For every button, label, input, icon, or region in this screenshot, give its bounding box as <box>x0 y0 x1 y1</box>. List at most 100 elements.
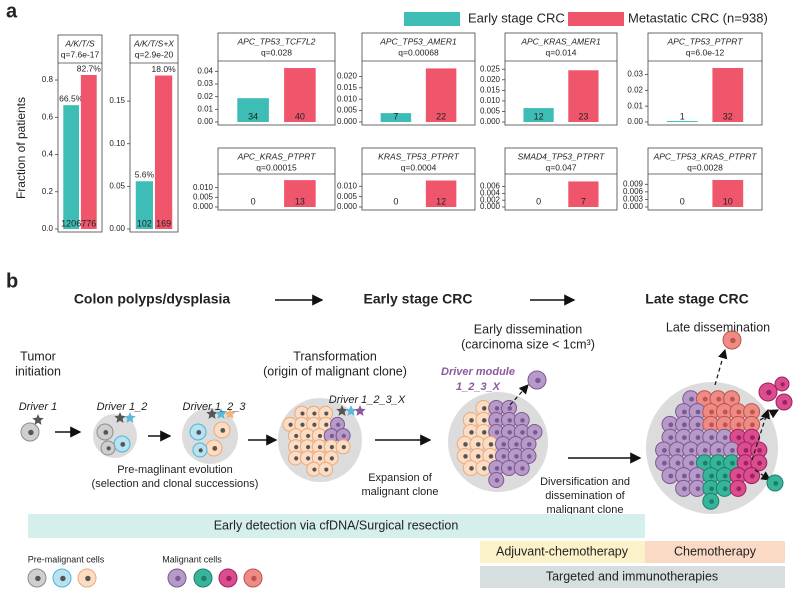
y-tick-label: 0.02 <box>197 92 213 101</box>
bar <box>568 181 599 207</box>
chart-subtitle: q=0.014 <box>546 47 577 57</box>
nucleus <box>85 575 91 582</box>
y-tick-label: 0.2 <box>42 187 54 196</box>
nucleus <box>682 473 687 479</box>
nucleus <box>294 456 299 461</box>
count-label: 0 <box>251 196 256 206</box>
driver-star <box>336 405 348 416</box>
nucleus <box>730 460 735 466</box>
chart-subtitle: q=0.028 <box>261 47 292 57</box>
stage-heading: Early stage CRC <box>364 291 473 307</box>
y-tick-label: 0.10 <box>109 139 125 148</box>
bar <box>712 180 744 207</box>
y-tick-label: 0.010 <box>193 183 214 192</box>
nucleus <box>317 445 323 450</box>
chart-title: SMAD4_TP53_PTPRT <box>518 151 606 161</box>
nucleus <box>306 433 311 439</box>
nucleus <box>668 473 674 479</box>
count-label: 776 <box>81 218 96 228</box>
arrow <box>714 348 728 386</box>
bar <box>284 180 316 207</box>
nucleus <box>494 466 500 471</box>
bar <box>80 75 97 229</box>
y-tick-label: 0.00 <box>627 117 643 126</box>
nucleus <box>736 473 742 479</box>
nucleus <box>300 411 305 416</box>
cell-legend-label: Pre-malignant cells <box>28 554 105 564</box>
nucleus <box>535 377 541 384</box>
driver-label: Driver 1_2_3_X <box>329 394 406 406</box>
driver-star <box>224 408 236 419</box>
nucleus <box>702 460 708 466</box>
nucleus <box>716 460 722 466</box>
y-tick-label: 0.009 <box>623 179 644 188</box>
nucleus <box>201 575 207 582</box>
nucleus <box>469 430 474 435</box>
y-tick-label: 0.015 <box>337 83 358 92</box>
nucleus <box>220 428 226 433</box>
nucleus <box>682 409 687 415</box>
nucleus <box>507 430 512 435</box>
nucleus <box>494 406 500 411</box>
label: Diversification and <box>540 476 630 488</box>
label: dissemination of <box>545 490 625 502</box>
y-tick-label: 0.010 <box>480 96 501 105</box>
nucleus <box>212 446 218 451</box>
label: Late dissemination <box>666 320 770 334</box>
y-tick-label: 0.000 <box>623 202 644 211</box>
nucleus <box>507 418 512 423</box>
nucleus <box>675 448 681 453</box>
y-tick-label: 0.000 <box>193 202 214 211</box>
nucleus <box>773 481 779 486</box>
label: initiation <box>15 364 61 378</box>
y-tick-label: 0.000 <box>337 117 358 126</box>
nucleus <box>463 454 468 459</box>
charts: A/K/T/Sq=7.6e-17 0.0 0.2 0.4 0.6 0.8 66.5% 1206… <box>14 10 768 233</box>
nucleus <box>312 411 317 416</box>
nucleus <box>722 409 728 415</box>
chart-subtitle: q=2.9e-20 <box>135 49 174 59</box>
nucleus <box>750 435 755 440</box>
nucleus <box>736 486 742 492</box>
nucleus <box>488 454 494 459</box>
bar <box>712 68 744 122</box>
nucleus <box>722 486 728 492</box>
nucleus <box>175 575 181 582</box>
y-tick-label: 0.0 <box>42 224 54 233</box>
nucleus <box>766 389 772 396</box>
bar <box>135 181 154 229</box>
y-tick-label: 0.000 <box>337 202 358 211</box>
nucleus <box>336 422 341 427</box>
count-label: 13 <box>295 196 305 206</box>
nucleus <box>527 454 532 459</box>
nucleus <box>329 433 334 439</box>
treatment-label: Early detection via cfDNA/Surgical resec… <box>214 518 459 532</box>
label: malignant clone <box>361 486 438 498</box>
y-tick-label: 0.005 <box>337 192 358 201</box>
y-tick-label: 0.000 <box>480 202 501 211</box>
bar <box>154 75 173 230</box>
y-tick-label: 0.000 <box>480 117 501 126</box>
chart-frame <box>647 32 763 126</box>
chart-title: APC_KRAS_AMER1 <box>520 36 601 46</box>
y-tick-label: 0.01 <box>197 104 213 113</box>
nucleus <box>527 442 532 447</box>
y-axis-label: Fraction of patients <box>14 97 28 199</box>
nucleus <box>501 454 506 459</box>
nucleus <box>469 418 474 423</box>
nucleus <box>196 430 202 435</box>
nucleus <box>482 406 487 411</box>
nucleus <box>463 442 468 447</box>
nucleus <box>533 430 538 435</box>
chart-title: A/K/T/S <box>64 38 95 48</box>
value-label: 66.5% <box>59 93 84 103</box>
count-label: 23 <box>578 111 588 121</box>
nucleus <box>709 473 714 479</box>
count-label: 0 <box>393 196 398 206</box>
bar <box>284 68 316 122</box>
nucleus <box>488 442 494 447</box>
y-tick-label: 0.006 <box>480 182 501 191</box>
nucleus <box>514 454 519 459</box>
count-label: 34 <box>248 111 258 121</box>
